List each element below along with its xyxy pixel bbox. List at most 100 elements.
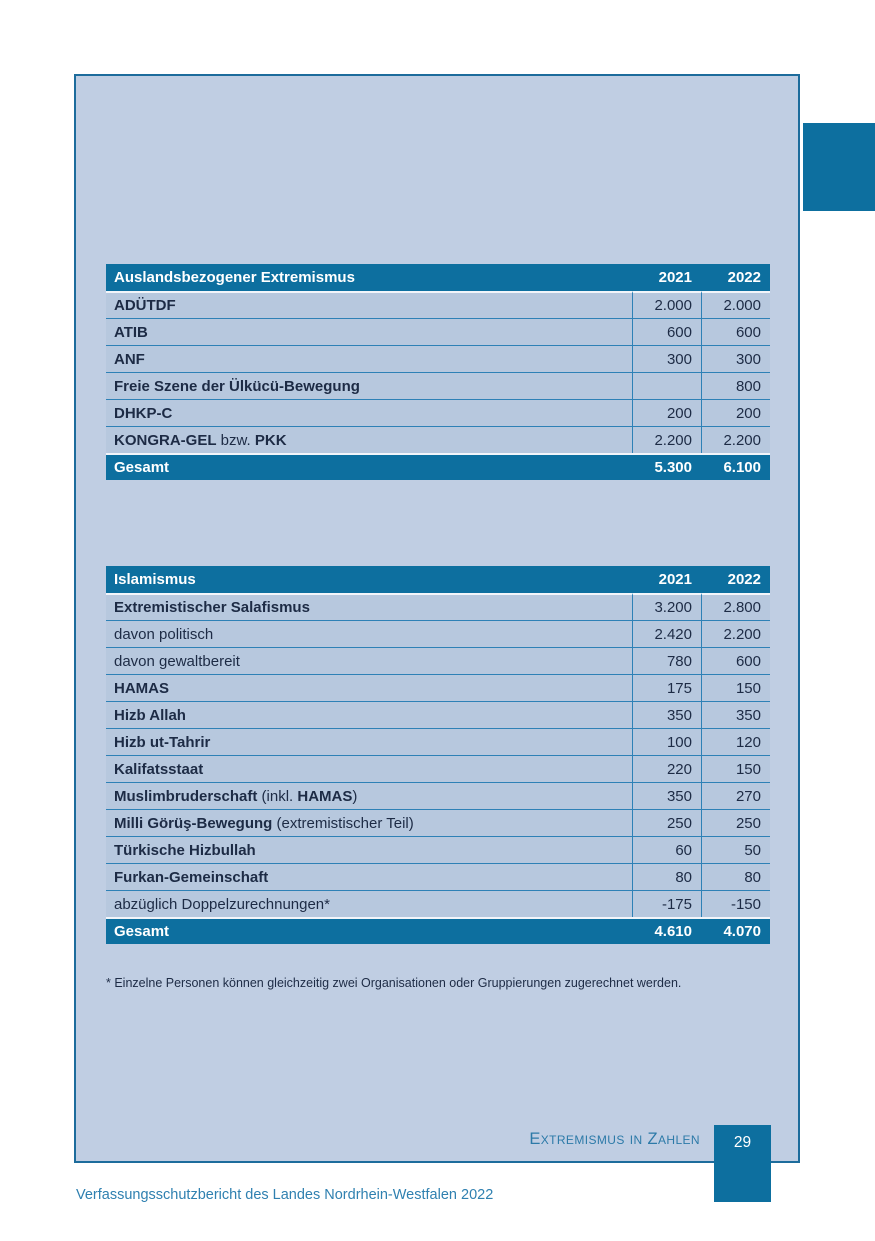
- value-2022: 600: [701, 647, 770, 674]
- value-2022: 200: [701, 399, 770, 426]
- value-2021: 250: [632, 809, 701, 836]
- value-2022: 2.200: [701, 620, 770, 647]
- row-label: Hizb ut-Tahrir: [106, 728, 632, 755]
- value-2022: 250: [701, 809, 770, 836]
- row-label-part: ATIB: [114, 323, 148, 341]
- row-label-part: Türkische Hizbullah: [114, 841, 256, 859]
- table-body: ADÜTDF 2.000 2.000 ATIB 600 600 ANF 300 300 Freie…: [106, 291, 770, 480]
- total-value-2021: 5.300: [632, 453, 701, 480]
- row-label: Muslimbruderschaft (inkl. HAMAS): [106, 782, 632, 809]
- value-2021: 600: [632, 318, 701, 345]
- row-label: Milli Görüş-Bewegung (extremistischer Te…: [106, 809, 632, 836]
- row-label-part: HAMAS: [297, 787, 353, 805]
- value-2022: 350: [701, 701, 770, 728]
- table-row: Hizb ut-Tahrir 100 120: [106, 728, 770, 755]
- value-2022: 80: [701, 863, 770, 890]
- value-2021: 300: [632, 345, 701, 372]
- col-header-2022: 2022: [701, 566, 770, 593]
- table-row: abzüglich Doppelzurechnungen* -175 -150: [106, 890, 770, 917]
- value-2021: 2.200: [632, 426, 701, 453]
- col-header-2021: 2021: [632, 264, 701, 291]
- row-label-part: davon politisch: [114, 625, 214, 643]
- row-label: ATIB: [106, 318, 632, 345]
- table-row: davon gewaltbereit 780 600: [106, 647, 770, 674]
- col-header-2022: 2022: [701, 264, 770, 291]
- value-2021: -175: [632, 890, 701, 917]
- value-2022: 120: [701, 728, 770, 755]
- row-label-part: (extremistischer Teil): [272, 814, 414, 832]
- table-row: HAMAS 175 150: [106, 674, 770, 701]
- value-2021: 100: [632, 728, 701, 755]
- row-label: ADÜTDF: [106, 291, 632, 318]
- table-row: Kalifatsstaat 220 150: [106, 755, 770, 782]
- value-2021: 80: [632, 863, 701, 890]
- table-islamismus: Islamismus 2021 2022 Extremistischer Salafi…: [106, 566, 770, 944]
- value-2021: 220: [632, 755, 701, 782]
- col-header-2021: 2021: [632, 566, 701, 593]
- total-label: Gesamt: [106, 453, 632, 480]
- value-2022: 2.200: [701, 426, 770, 453]
- row-label: HAMAS: [106, 674, 632, 701]
- table-row: Hizb Allah 350 350: [106, 701, 770, 728]
- value-2022: 800: [701, 372, 770, 399]
- value-2021: 3.200: [632, 593, 701, 620]
- row-label-part: KONGRA-GEL: [114, 431, 217, 449]
- table-header-row: Auslandsbezogener Extremismus 2021 2022: [106, 264, 770, 291]
- value-2022: 150: [701, 755, 770, 782]
- row-label-part: bzw.: [216, 431, 255, 449]
- value-2022: 2.800: [701, 593, 770, 620]
- value-2022: 300: [701, 345, 770, 372]
- value-2021: 60: [632, 836, 701, 863]
- footer-caption: Extremismus in Zahlen: [529, 1130, 700, 1148]
- table-header: Auslandsbezogener Extremismus 2021 2022: [106, 264, 770, 291]
- total-value-2021: 4.610: [632, 917, 701, 944]
- table-total-row: Gesamt 5.300 6.100: [106, 453, 770, 480]
- table-auslandsbezogener-extremismus: Auslandsbezogener Extremismus 2021 2022 ADÜ…: [106, 264, 770, 480]
- table-body: Extremistischer Salafismus 3.200 2.800 davo…: [106, 593, 770, 944]
- row-label-part: HAMAS: [114, 679, 169, 697]
- table-total-row: Gesamt 4.610 4.070: [106, 917, 770, 944]
- row-label: Kalifatsstaat: [106, 755, 632, 782]
- total-value-2022: 4.070: [701, 917, 770, 944]
- row-label-part: Freie Szene der Ülkücü-Bewegung: [114, 377, 360, 395]
- table-title: Islamismus: [106, 566, 632, 593]
- footnote: * Einzelne Personen können gleichzeitig …: [106, 976, 682, 990]
- table-row: ATIB 600 600: [106, 318, 770, 345]
- row-label-part: Extremistischer Salafismus: [114, 599, 310, 616]
- total-value-2022: 6.100: [701, 453, 770, 480]
- row-label-part: Muslimbruderschaft: [114, 787, 258, 805]
- row-label: DHKP-C: [106, 399, 632, 426]
- table-row: Furkan-Gemeinschaft 80 80: [106, 863, 770, 890]
- page-number-box: 29: [714, 1125, 771, 1202]
- table-row: Freie Szene der Ülkücü-Bewegung 800: [106, 372, 770, 399]
- row-label-part: Hizb ut-Tahrir: [114, 733, 211, 751]
- row-label: Hizb Allah: [106, 701, 632, 728]
- table-row: Extremistischer Salafismus 3.200 2.800: [106, 593, 770, 620]
- value-2021: [632, 372, 701, 399]
- value-2022: 600: [701, 318, 770, 345]
- row-label-part: ): [352, 787, 358, 805]
- table-header-row: Islamismus 2021 2022: [106, 566, 770, 593]
- row-label: abzüglich Doppelzurechnungen*: [106, 890, 632, 917]
- value-2022: 270: [701, 782, 770, 809]
- table-row: DHKP-C 200 200: [106, 399, 770, 426]
- row-label: ANF: [106, 345, 632, 372]
- row-label-part: Kalifatsstaat: [114, 760, 204, 778]
- value-2021: 200: [632, 399, 701, 426]
- value-2022: 50: [701, 836, 770, 863]
- total-label: Gesamt: [106, 917, 632, 944]
- value-2021: 2.420: [632, 620, 701, 647]
- value-2021: 175: [632, 674, 701, 701]
- table-row: Milli Görüş-Bewegung (extremistischer Te…: [106, 809, 770, 836]
- table-row: davon politisch 2.420 2.200: [106, 620, 770, 647]
- value-2022: 2.000: [701, 291, 770, 318]
- report-title-line: Verfassungsschutzbericht des Landes Nord…: [76, 1187, 494, 1203]
- value-2022: 150: [701, 674, 770, 701]
- value-2022: -150: [701, 890, 770, 917]
- row-label-part: (inkl.: [257, 787, 298, 805]
- row-label-part: ANF: [114, 350, 145, 368]
- row-label-part: abzüglich Doppelzurechnungen*: [114, 895, 330, 913]
- chapter-edge-tab: [803, 123, 875, 211]
- table-row: KONGRA-GEL bzw. PKK 2.200 2.200: [106, 426, 770, 453]
- value-2021: 2.000: [632, 291, 701, 318]
